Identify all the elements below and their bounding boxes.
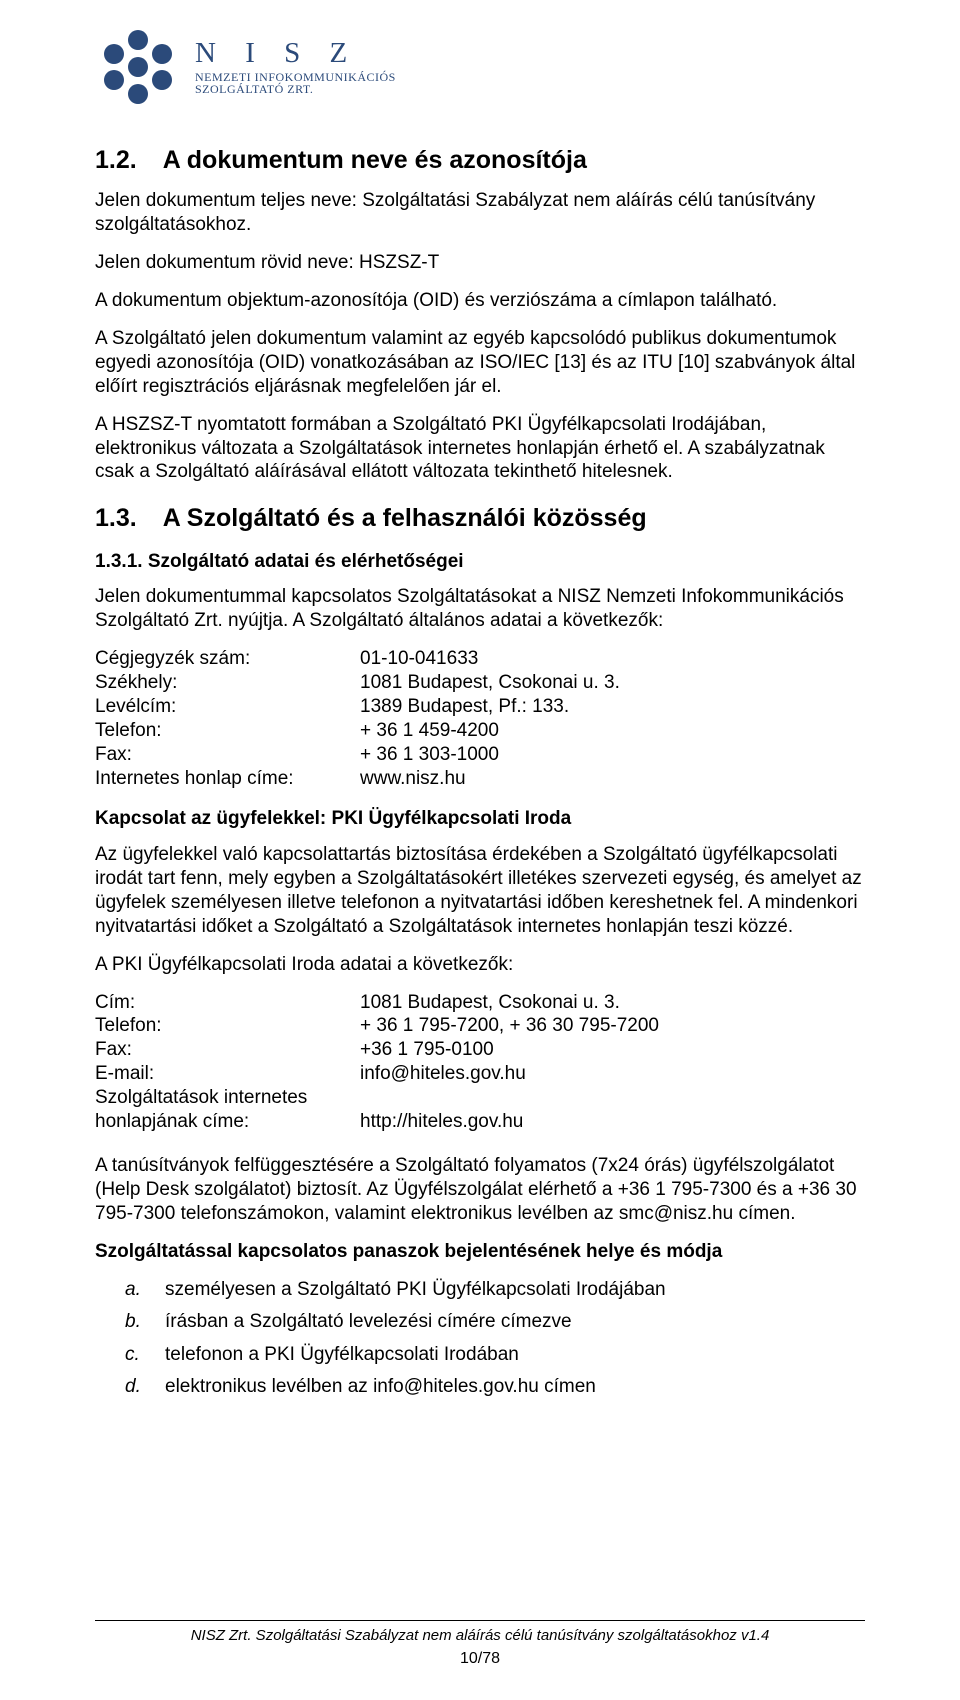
table-value [360, 1086, 865, 1110]
footer-rule [95, 1620, 865, 1621]
table-row: E-mail:info@hiteles.gov.hu [95, 1062, 865, 1086]
list-text: telefonon a PKI Ügyfélkapcsolati Irodába… [165, 1341, 519, 1370]
list-item: c. telefonon a PKI Ügyfélkapcsolati Irodá… [125, 1341, 865, 1370]
nisz-logo-icon [95, 28, 181, 106]
table-row: Székhely:1081 Budapest, Csokonai u. 3. [95, 671, 865, 695]
table-key: Cím: [95, 991, 360, 1015]
table-row: Fax:+ 36 1 303-1000 [95, 743, 865, 767]
table-row: Szolgáltatások internetes [95, 1086, 865, 1110]
list-marker: d. [125, 1373, 147, 1402]
paragraph: A Szolgáltató jelen dokumentum valamint … [95, 327, 865, 399]
list-marker: c. [125, 1341, 147, 1370]
table-value: 1081 Budapest, Csokonai u. 3. [360, 671, 865, 695]
paragraph: A PKI Ügyfélkapcsolati Iroda adatai a kö… [95, 953, 865, 977]
paragraph: A tanúsítványok felfüggesztésére a Szolg… [95, 1154, 865, 1226]
contact-heading: Kapcsolat az ügyfelekkel: PKI Ügyfélkapc… [95, 807, 865, 831]
table-value: www.nisz.hu [360, 767, 865, 791]
contact-office-table: Cím:1081 Budapest, Csokonai u. 3. Telefo… [95, 991, 865, 1135]
table-row: Internetes honlap címe:www.nisz.hu [95, 767, 865, 791]
table-key: Fax: [95, 1038, 360, 1062]
page-footer: NISZ Zrt. Szolgáltatási Szabályzat nem a… [0, 1620, 960, 1668]
list-marker: b. [125, 1308, 147, 1337]
list-text: elektronikus levélben az info@hiteles.go… [165, 1373, 596, 1402]
subsection-1-3-1-heading: 1.3.1. Szolgáltató adatai és elérhetőség… [95, 551, 865, 573]
list-item: b. írásban a Szolgáltató levelezési címér… [125, 1308, 865, 1337]
table-key: Szolgáltatások internetes [95, 1086, 360, 1110]
paragraph: Az ügyfelekkel való kapcsolattartás bizt… [95, 843, 865, 939]
paragraph: Jelen dokumentummal kapcsolatos Szolgált… [95, 585, 865, 633]
paragraph: Jelen dokumentum rövid neve: HSZSZ-T [95, 251, 865, 275]
table-row: Fax:+36 1 795-0100 [95, 1038, 865, 1062]
logo-subtitle-2: SZOLGÁLTATÓ ZRT. [195, 83, 396, 96]
table-value: 01-10-041633 [360, 647, 865, 671]
table-value: 1081 Budapest, Csokonai u. 3. [360, 991, 865, 1015]
paragraph: A dokumentum objektum-azonosítója (OID) … [95, 289, 865, 313]
table-row: Telefon:+ 36 1 795-7200, + 36 30 795-720… [95, 1014, 865, 1038]
table-row: Levélcím:1389 Budapest, Pf.: 133. [95, 695, 865, 719]
table-value: + 36 1 795-7200, + 36 30 795-7200 [360, 1014, 865, 1038]
section-number: 1.3. [95, 504, 137, 533]
list-text: írásban a Szolgáltató levelezési címére … [165, 1308, 572, 1337]
section-title: A dokumentum neve és azonosítója [163, 146, 587, 175]
table-key: Levélcím: [95, 695, 360, 719]
provider-data-table: Cégjegyzék szám:01-10-041633 Székhely:10… [95, 647, 865, 791]
section-1-2-heading: 1.2. A dokumentum neve és azonosítója [95, 146, 865, 175]
table-row: Cím:1081 Budapest, Csokonai u. 3. [95, 991, 865, 1015]
table-key: Cégjegyzék szám: [95, 647, 360, 671]
list-marker: a. [125, 1276, 147, 1305]
complaints-heading: Szolgáltatással kapcsolatos panaszok bej… [95, 1240, 865, 1264]
footer-text: NISZ Zrt. Szolgáltatási Szabályzat nem a… [0, 1627, 960, 1644]
table-row: honlapjának címe:http://hiteles.gov.hu [95, 1110, 865, 1134]
list-text: személyesen a Szolgáltató PKI Ügyfélkapc… [165, 1276, 666, 1305]
paragraph: A HSZSZ-T nyomtatott formában a Szolgált… [95, 413, 865, 485]
table-key: honlapjának címe: [95, 1110, 360, 1134]
table-key: E-mail: [95, 1062, 360, 1086]
table-value: +36 1 795-0100 [360, 1038, 865, 1062]
list-item: d. elektronikus levélben az info@hiteles.… [125, 1373, 865, 1402]
header-logo: N I S Z NEMZETI INFOKOMMUNIKÁCIÓS SZOLGÁ… [95, 28, 865, 106]
list-item: a. személyesen a Szolgáltató PKI Ügyfélka… [125, 1276, 865, 1305]
table-key: Telefon: [95, 1014, 360, 1038]
table-value: http://hiteles.gov.hu [360, 1110, 865, 1134]
table-value: + 36 1 459-4200 [360, 719, 865, 743]
paragraph: Jelen dokumentum teljes neve: Szolgáltat… [95, 189, 865, 237]
table-key: Internetes honlap címe: [95, 767, 360, 791]
table-key: Székhely: [95, 671, 360, 695]
document-page: N I S Z NEMZETI INFOKOMMUNIKÁCIÓS SZOLGÁ… [0, 0, 960, 1700]
table-value: info@hiteles.gov.hu [360, 1062, 865, 1086]
table-row: Cégjegyzék szám:01-10-041633 [95, 647, 865, 671]
section-number: 1.2. [95, 146, 137, 175]
section-title: A Szolgáltató és a felhasználói közösség [163, 504, 647, 533]
logo-main-text: N I S Z [195, 38, 396, 68]
logo-text-block: N I S Z NEMZETI INFOKOMMUNIKÁCIÓS SZOLGÁ… [195, 38, 396, 96]
table-value: 1389 Budapest, Pf.: 133. [360, 695, 865, 719]
table-value: + 36 1 303-1000 [360, 743, 865, 767]
table-key: Fax: [95, 743, 360, 767]
table-row: Telefon:+ 36 1 459-4200 [95, 719, 865, 743]
table-key: Telefon: [95, 719, 360, 743]
complaints-list: a. személyesen a Szolgáltató PKI Ügyfélka… [125, 1276, 865, 1402]
footer-page-number: 10/78 [0, 1650, 960, 1668]
section-1-3-heading: 1.3. A Szolgáltató és a felhasználói köz… [95, 504, 865, 533]
